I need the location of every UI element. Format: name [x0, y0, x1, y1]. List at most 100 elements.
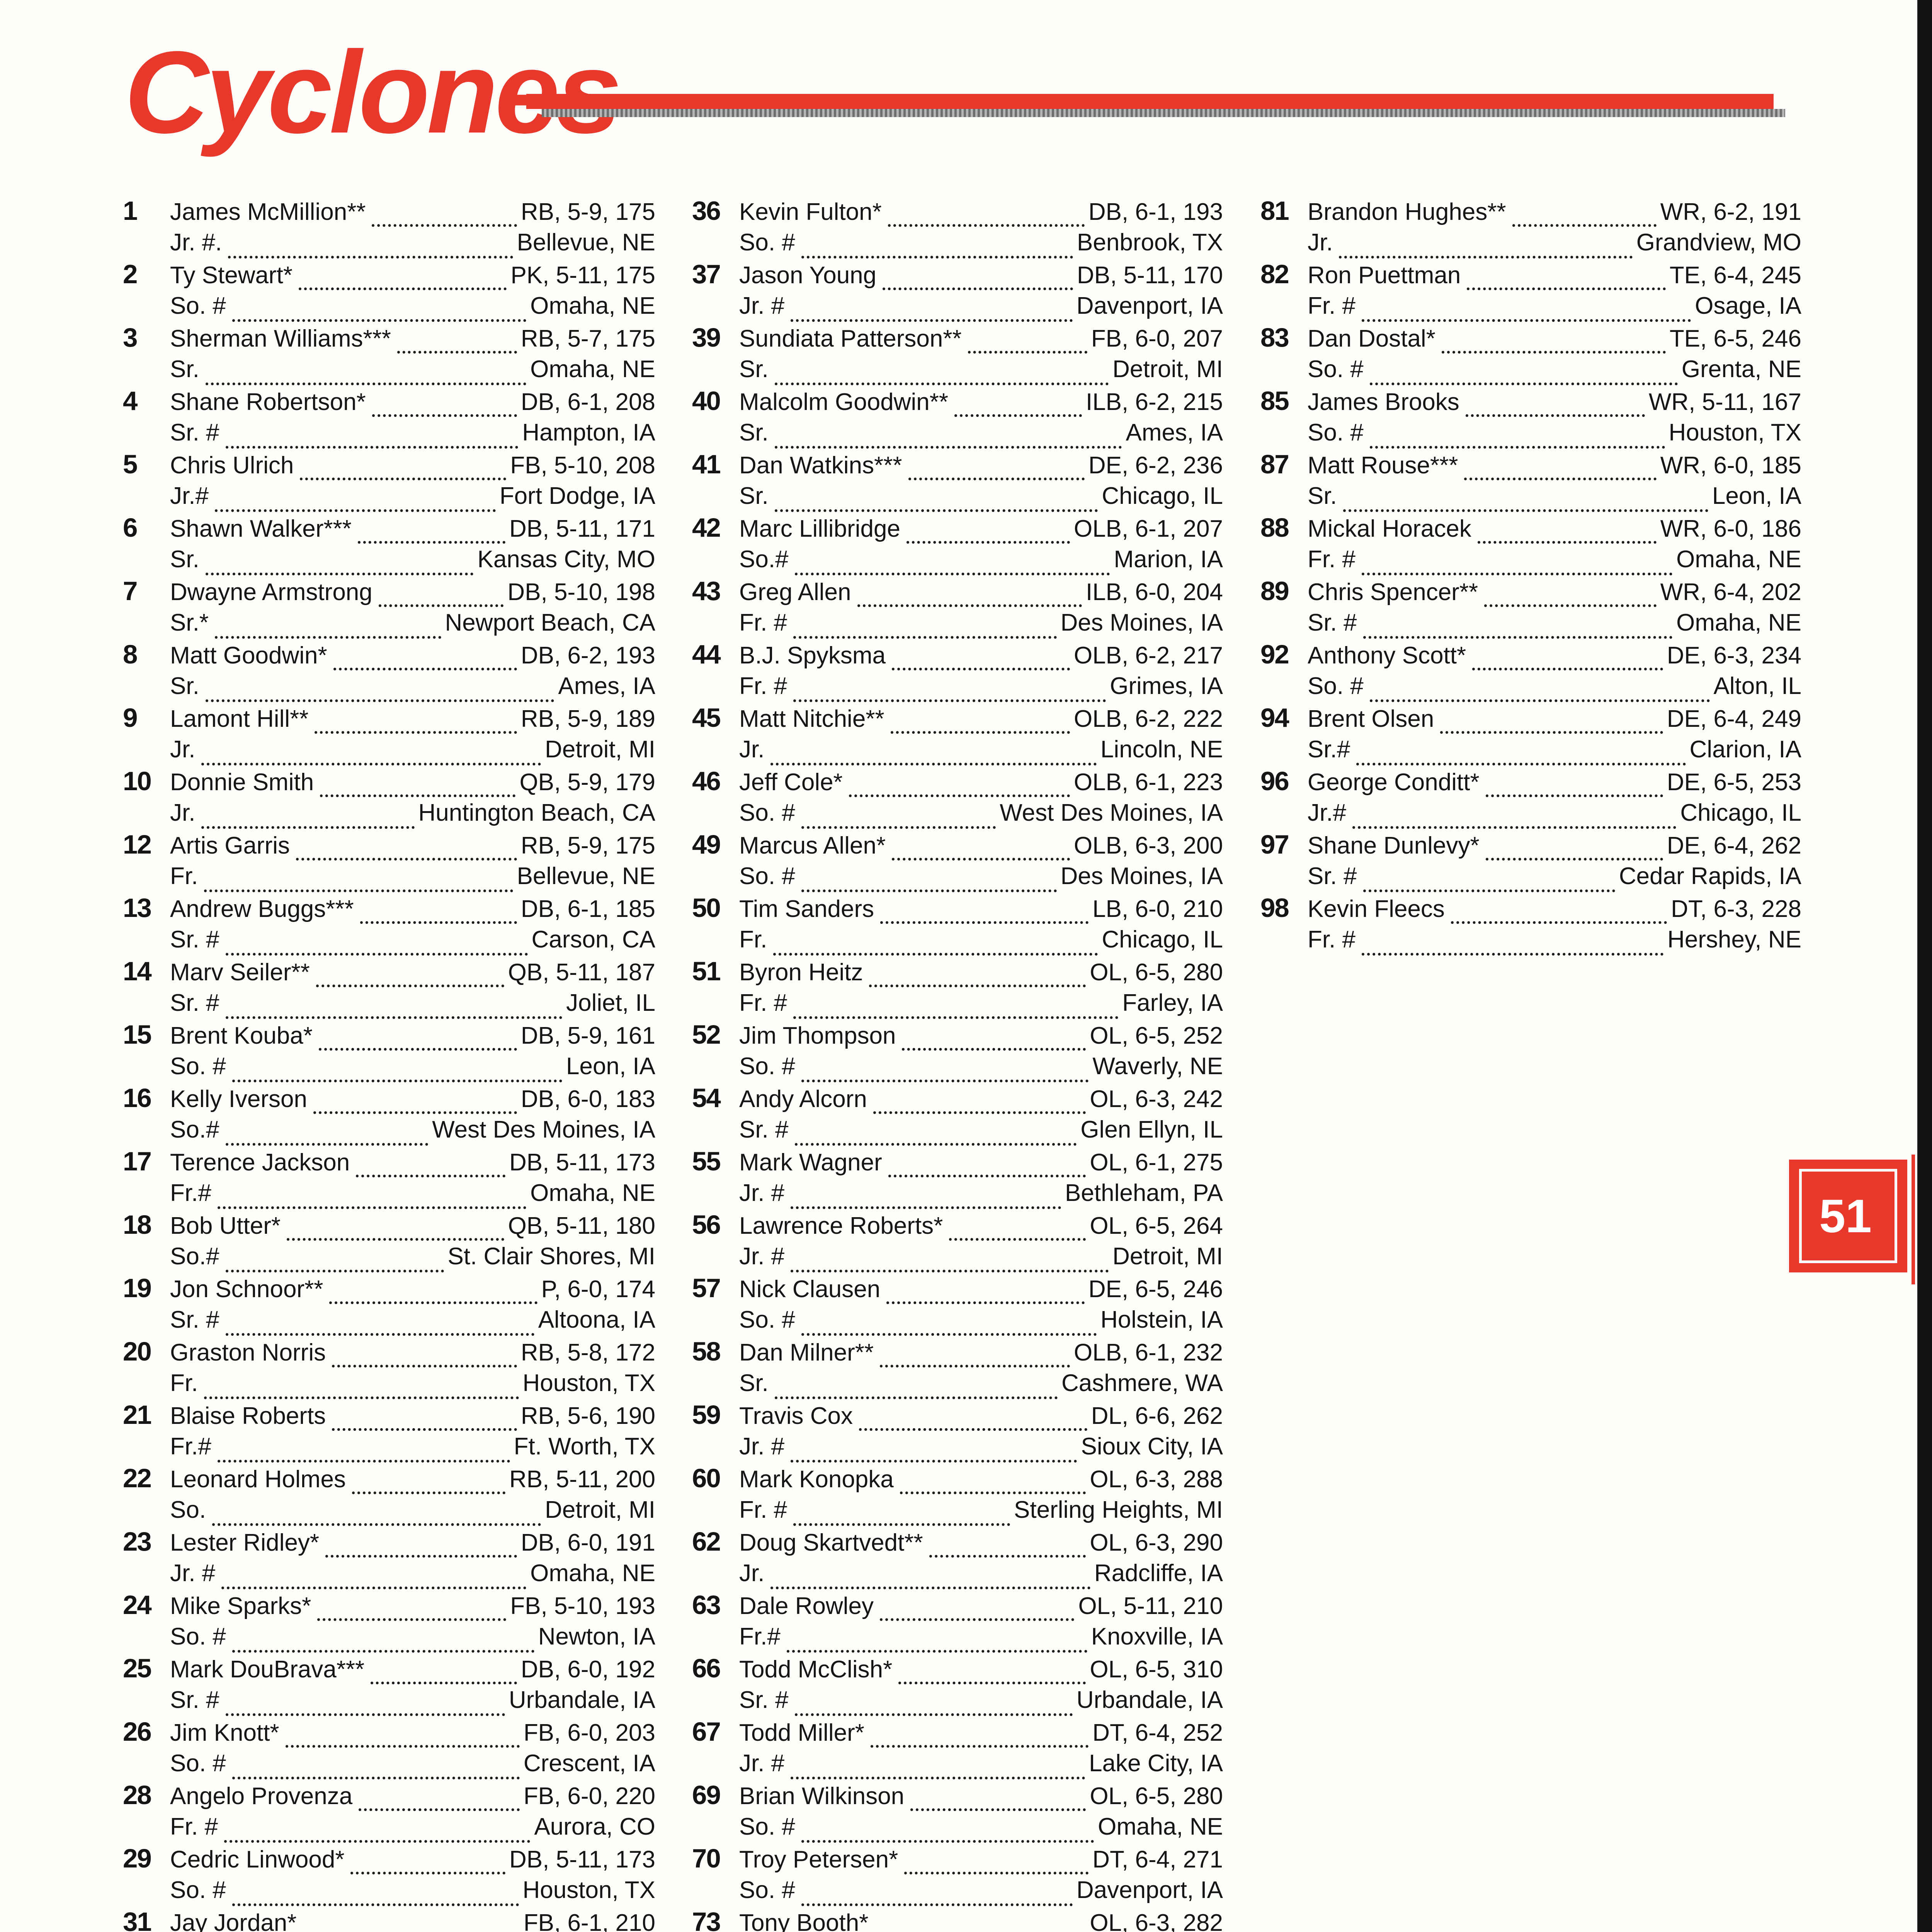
- roster-entry: 96 George Conditt* DE, 6-5, 253 Jr.# Chi…: [1260, 765, 1801, 829]
- roster-entry-line-1: 67 Todd Miller* DT, 6-4, 252: [692, 1716, 1223, 1748]
- roster-entry: 3 Sherman Williams*** RB, 5-7, 175 Sr. O…: [123, 322, 655, 385]
- dotted-leader: [214, 486, 496, 512]
- dotted-leader: [773, 930, 1098, 956]
- hometown: Benbrook, TX: [1077, 229, 1223, 256]
- position-height-weight: OLB, 6-1, 232: [1073, 1339, 1223, 1366]
- hometown: Clarion, IA: [1689, 736, 1801, 763]
- jersey-number: 39: [692, 323, 721, 352]
- player-name: Byron Heitz: [739, 959, 863, 986]
- dotted-leader: [224, 1817, 531, 1843]
- player-name: Kevin Fleecs: [1308, 896, 1445, 922]
- roster-entry-line-1: 83 Dan Dostal* TE, 6-5, 246: [1260, 322, 1801, 354]
- player-name: Ron Puettman: [1308, 262, 1461, 289]
- roster-entry: 7 Dwayne Armstrong DB, 5-10, 198 Sr.* Ne…: [123, 575, 655, 639]
- hometown: Fort Dodge, IA: [499, 483, 655, 509]
- roster-entry-line-2: Sr. # Joliet, IL: [123, 987, 655, 1019]
- roster-entry-line-1: 97 Shane Dunlevy* DE, 6-4, 262: [1260, 829, 1801, 861]
- roster-entry: 60 Mark Konopka OL, 6-3, 288 Fr. # Sterl…: [692, 1463, 1223, 1526]
- position-height-weight: DE, 6-4, 249: [1667, 706, 1801, 732]
- jersey-number: 63: [692, 1590, 721, 1620]
- player-name: Kevin Fulton*: [739, 199, 882, 225]
- player-name: Mickal Horacek: [1308, 515, 1471, 542]
- jersey-number: 50: [692, 893, 721, 923]
- class-letter: Fr.#: [170, 1180, 211, 1206]
- roster-entry-line-1: 85 James Brooks WR, 5-11, 167: [1260, 385, 1801, 417]
- roster-entry-line-1: 66 Todd McClish* OL, 6-5, 310: [692, 1653, 1223, 1684]
- dotted-leader: [232, 1880, 519, 1906]
- dotted-leader: [303, 1912, 519, 1932]
- roster-entry-line-2: Jr. # Davenport, IA: [692, 290, 1223, 322]
- hometown: Omaha, NE: [530, 1560, 655, 1587]
- position-height-weight: PK, 5-11, 175: [510, 262, 655, 289]
- class-letter: Jr.: [170, 799, 196, 826]
- jersey-number: 44: [692, 639, 721, 669]
- dotted-leader: [333, 645, 517, 670]
- roster-entry: 41 Dan Watkins*** DE, 6-2, 236 Sr. Chica…: [692, 449, 1223, 512]
- dotted-leader: [1451, 898, 1667, 924]
- dotted-leader: [801, 866, 1057, 892]
- dotted-leader: [299, 264, 507, 290]
- position-height-weight: OL, 6-1, 275: [1090, 1149, 1223, 1176]
- player-name: Lawrence Roberts*: [739, 1213, 943, 1239]
- roster-entry-line-1: 46 Jeff Cole* OLB, 6-1, 223: [692, 765, 1223, 797]
- position-height-weight: DB, 6-0, 191: [520, 1529, 655, 1556]
- roster-entry-line-2: So. # Benbrook, TX: [692, 227, 1223, 259]
- player-name: Terence Jackson: [170, 1149, 350, 1176]
- dotted-leader: [791, 1437, 1077, 1463]
- class-letter: Jr.: [1308, 229, 1333, 256]
- dotted-leader: [1464, 454, 1656, 480]
- roster-entry-line-2: Fr.# Knoxville, IA: [692, 1621, 1223, 1653]
- position-height-weight: TE, 6-4, 245: [1669, 262, 1801, 289]
- hometown: Osage, IA: [1695, 293, 1801, 319]
- class-letter: Sr. #: [170, 419, 219, 446]
- roster-entry-line-2: Fr. # Sterling Heights, MI: [692, 1494, 1223, 1526]
- jersey-number: 54: [692, 1083, 721, 1113]
- position-height-weight: OLB, 6-2, 217: [1073, 642, 1223, 669]
- roster-entry-line-2: Sr.* Newport Beach, CA: [123, 607, 655, 639]
- class-letter: Sr. #: [739, 1687, 789, 1713]
- player-name: Doug Skartvedt**: [739, 1529, 923, 1556]
- roster-entry: 55 Mark Wagner OL, 6-1, 275 Jr. # Bethle…: [692, 1146, 1223, 1209]
- roster-entry-line-1: 12 Artis Garris RB, 5-9, 175: [123, 829, 655, 861]
- hometown: Des Moines, IA: [1060, 609, 1223, 636]
- class-letter: Sr.: [1308, 483, 1337, 509]
- roster-entry-line-2: So. # Holstein, IA: [692, 1304, 1223, 1336]
- dotted-leader: [801, 1880, 1073, 1906]
- dotted-leader: [801, 1817, 1094, 1843]
- jersey-number: 46: [692, 766, 721, 796]
- player-name: Greg Allen: [739, 579, 851, 605]
- hometown: Grimes, IA: [1110, 673, 1223, 699]
- roster-entry-line-1: 54 Andy Alcorn OL, 6-3, 242: [692, 1082, 1223, 1114]
- hometown: Chicago, IL: [1680, 799, 1801, 826]
- roster-entry: 46 Jeff Cole* OLB, 6-1, 223 So. # West D…: [692, 765, 1223, 829]
- roster-entry: 56 Lawrence Roberts* OL, 6-5, 264 Jr. # …: [692, 1209, 1223, 1272]
- dotted-leader: [217, 1183, 527, 1209]
- position-height-weight: DB, 6-0, 192: [520, 1656, 655, 1683]
- dotted-leader: [890, 708, 1070, 734]
- roster-entry: 25 Mark DouBrava*** DB, 6-0, 192 Sr. # U…: [123, 1653, 655, 1716]
- dotted-leader: [232, 296, 527, 322]
- class-letter: Fr. #: [1308, 293, 1356, 319]
- dotted-leader: [350, 1849, 506, 1874]
- roster-entry-line-1: 57 Nick Clausen DE, 6-5, 246: [692, 1272, 1223, 1304]
- roster-entry-line-2: Sr. # Urbandale, IA: [692, 1684, 1223, 1716]
- player-name: Nick Clausen: [739, 1276, 881, 1303]
- player-name: Kelly Iverson: [170, 1086, 307, 1112]
- hometown: Altoona, IA: [538, 1306, 655, 1333]
- position-height-weight: RB, 5-7, 175: [520, 325, 655, 352]
- roster-entry: 39 Sundiata Patterson** FB, 6-0, 207 Sr.…: [692, 322, 1223, 385]
- dotted-leader: [232, 1627, 534, 1653]
- roster-entry-line-2: Fr. # Osage, IA: [1260, 290, 1801, 322]
- dotted-leader: [801, 803, 996, 829]
- roster-entry-line-1: 60 Mark Konopka OL, 6-3, 288: [692, 1463, 1223, 1494]
- dotted-leader: [791, 1753, 1085, 1779]
- roster-entry: 16 Kelly Iverson DB, 6-0, 183 So.# West …: [123, 1082, 655, 1146]
- dotted-leader: [225, 993, 563, 1019]
- jersey-number: 40: [692, 386, 721, 416]
- hometown: Lincoln, NE: [1100, 736, 1223, 763]
- hometown: Houston, TX: [1668, 419, 1801, 446]
- roster-entry: 70 Troy Petersen* DT, 6-4, 271 So. # Dav…: [692, 1843, 1223, 1906]
- dotted-leader: [1369, 423, 1665, 449]
- player-name: Ty Stewart*: [170, 262, 293, 289]
- dotted-leader: [794, 549, 1110, 575]
